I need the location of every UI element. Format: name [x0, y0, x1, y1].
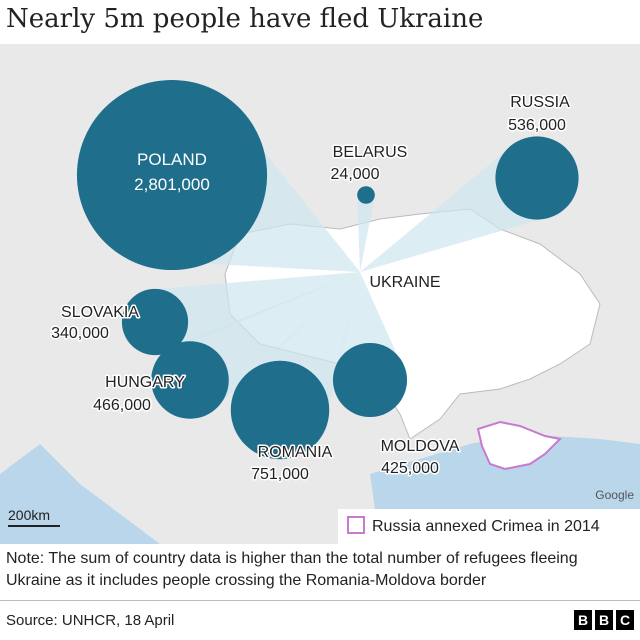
logo-letter: B	[574, 610, 592, 630]
country-value: 2,801,000	[134, 175, 210, 194]
bubble	[357, 186, 375, 204]
country-name: ROMANIA	[258, 444, 333, 461]
country-name: SLOVAKIA	[61, 304, 139, 321]
country-value: 340,000	[51, 325, 109, 342]
center-label: UKRAINE	[369, 274, 440, 291]
legend-box	[338, 509, 640, 544]
source: Source: UNHCR, 18 April	[6, 612, 175, 629]
map: UKRAINE 200km Google Russia annexed Crim…	[0, 44, 640, 544]
country-name: BELARUS	[333, 144, 408, 161]
legend-swatch	[347, 516, 365, 534]
flow-beam	[147, 272, 360, 355]
note: Note: The sum of country data is higher …	[6, 550, 578, 589]
bubble	[495, 136, 579, 220]
attribution: Google	[595, 488, 634, 502]
country-name: POLAND	[137, 150, 207, 169]
country-value: 536,000	[508, 117, 566, 134]
bubble	[121, 288, 189, 356]
sea	[0, 444, 160, 544]
logo: B B C	[574, 610, 634, 630]
bubble	[230, 360, 330, 460]
legend-label: Russia annexed Crimea in 2014	[372, 518, 600, 535]
logo-letter: C	[616, 610, 634, 630]
bubble	[151, 341, 229, 419]
country-value: 24,000	[331, 166, 380, 183]
flow-beam	[357, 194, 375, 272]
bubble	[76, 79, 268, 271]
country-name: HUNGARY	[105, 374, 185, 391]
country-value: 466,000	[93, 397, 151, 414]
logo-letter: B	[595, 610, 613, 630]
crimea	[476, 420, 563, 471]
scale-label: 200km	[8, 507, 50, 523]
title: Nearly 5m people have fled Ukraine	[6, 4, 484, 34]
country-value: 425,000	[381, 460, 439, 477]
country-value: 751,000	[251, 466, 309, 483]
bubble	[332, 342, 408, 418]
country-name: RUSSIA	[510, 94, 570, 111]
country-name: MOLDOVA	[381, 438, 460, 455]
divider	[0, 600, 640, 601]
